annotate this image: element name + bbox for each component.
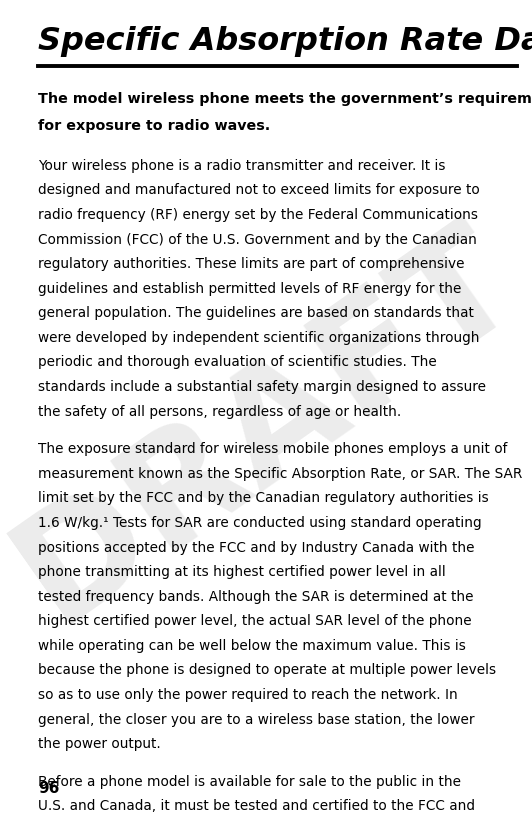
Text: for exposure to radio waves.: for exposure to radio waves. — [38, 119, 271, 133]
Text: U.S. and Canada, it must be tested and certified to the FCC and: U.S. and Canada, it must be tested and c… — [38, 799, 475, 813]
Text: Your wireless phone is a radio transmitter and receiver. It is: Your wireless phone is a radio transmitt… — [38, 159, 446, 173]
Text: DRAFT: DRAFT — [0, 201, 532, 651]
Text: Commission (FCC) of the U.S. Government and by the Canadian: Commission (FCC) of the U.S. Government … — [38, 233, 477, 247]
Text: standards include a substantial safety margin designed to assure: standards include a substantial safety m… — [38, 380, 486, 394]
Text: 1.6 W/kg.¹ Tests for SAR are conducted using standard operating: 1.6 W/kg.¹ Tests for SAR are conducted u… — [38, 516, 482, 530]
Text: because the phone is designed to operate at multiple power levels: because the phone is designed to operate… — [38, 663, 496, 677]
Text: limit set by the FCC and by the Canadian regulatory authorities is: limit set by the FCC and by the Canadian… — [38, 491, 489, 505]
Text: periodic and thorough evaluation of scientific studies. The: periodic and thorough evaluation of scie… — [38, 355, 437, 369]
Text: the power output.: the power output. — [38, 737, 161, 751]
Text: general, the closer you are to a wireless base station, the lower: general, the closer you are to a wireles… — [38, 713, 475, 726]
Text: The exposure standard for wireless mobile phones employs a unit of: The exposure standard for wireless mobil… — [38, 442, 508, 456]
Text: highest certified power level, the actual SAR level of the phone: highest certified power level, the actua… — [38, 614, 472, 628]
Text: measurement known as the Specific Absorption Rate, or SAR. The SAR: measurement known as the Specific Absorp… — [38, 467, 522, 481]
Text: were developed by independent scientific organizations through: were developed by independent scientific… — [38, 331, 480, 345]
Text: phone transmitting at its highest certified power level in all: phone transmitting at its highest certif… — [38, 565, 446, 579]
Text: regulatory authorities. These limits are part of comprehensive: regulatory authorities. These limits are… — [38, 257, 465, 271]
Text: guidelines and establish permitted levels of RF energy for the: guidelines and establish permitted level… — [38, 282, 462, 296]
Text: Specific Absorption Rate Data: Specific Absorption Rate Data — [38, 26, 532, 57]
Text: Before a phone model is available for sale to the public in the: Before a phone model is available for sa… — [38, 775, 461, 789]
Text: while operating can be well below the maximum value. This is: while operating can be well below the ma… — [38, 639, 466, 653]
Text: 96: 96 — [38, 781, 60, 796]
Text: designed and manufactured not to exceed limits for exposure to: designed and manufactured not to exceed … — [38, 183, 480, 197]
Text: so as to use only the power required to reach the network. In: so as to use only the power required to … — [38, 688, 458, 702]
Text: general population. The guidelines are based on standards that: general population. The guidelines are b… — [38, 306, 474, 320]
Text: radio frequency (RF) energy set by the Federal Communications: radio frequency (RF) energy set by the F… — [38, 208, 478, 222]
Text: The model wireless phone meets the government’s requirements: The model wireless phone meets the gover… — [38, 92, 532, 106]
Text: tested frequency bands. Although the SAR is determined at the: tested frequency bands. Although the SAR… — [38, 590, 474, 604]
Text: the safety of all persons, regardless of age or health.: the safety of all persons, regardless of… — [38, 405, 402, 419]
Text: positions accepted by the FCC and by Industry Canada with the: positions accepted by the FCC and by Ind… — [38, 541, 475, 554]
